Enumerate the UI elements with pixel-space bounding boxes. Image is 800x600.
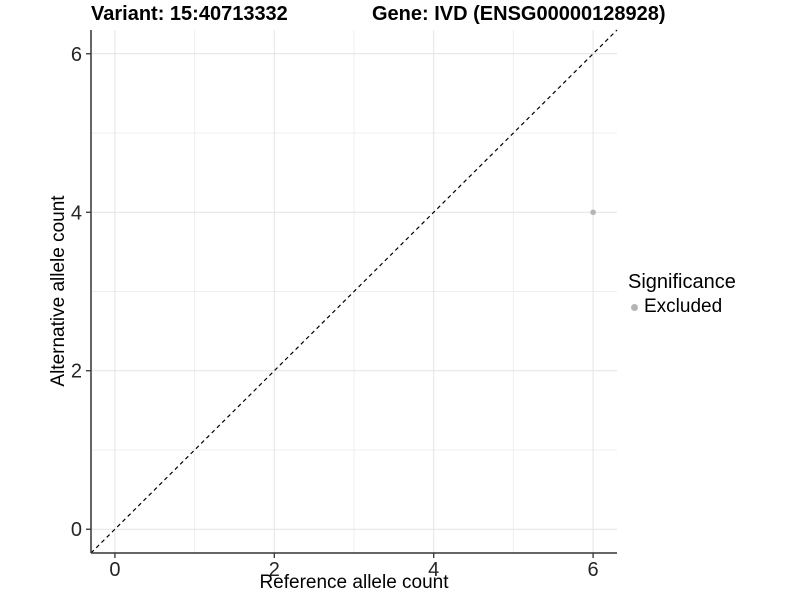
y-tick-label: 0 <box>71 519 82 541</box>
x-tick-label: 6 <box>588 559 599 581</box>
legend-item-excluded: Excluded <box>631 296 736 318</box>
gene-title: Gene: IVD (ENSG00000128928) <box>372 3 666 25</box>
y-tick-label: 6 <box>71 44 82 66</box>
x-tick-label: 0 <box>109 559 120 581</box>
excluded-point-swatch <box>631 303 638 311</box>
y-axis-title: Alternative allele count <box>48 195 69 387</box>
x-tick-label: 4 <box>428 559 439 581</box>
x-axis-title: Reference allele count <box>259 572 449 593</box>
x-tick-label: 2 <box>269 559 280 581</box>
identity-dashed-line <box>90 29 618 554</box>
legend-item-label: Excluded <box>644 296 723 317</box>
legend: Significance Excluded <box>628 271 736 318</box>
legend-title: Significance <box>628 271 736 293</box>
variant-title: Variant: 15:40713332 <box>91 3 288 25</box>
y-tick-label: 4 <box>71 202 82 224</box>
data-point <box>590 209 596 216</box>
y-tick-label: 2 <box>71 361 82 383</box>
